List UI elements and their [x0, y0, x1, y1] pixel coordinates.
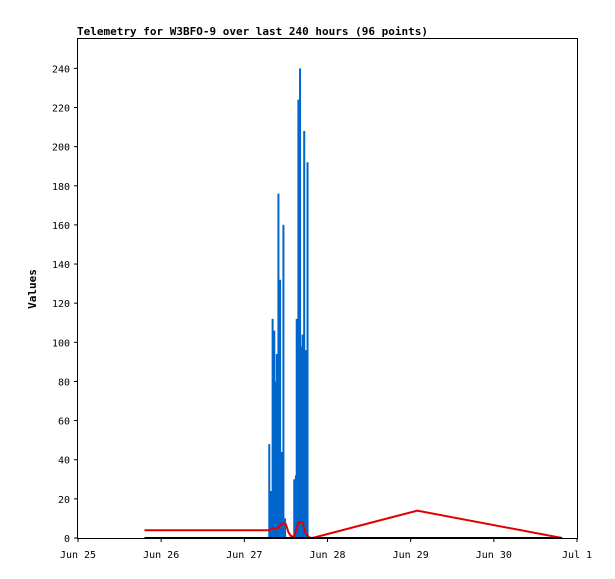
y-axis-title: Values — [26, 269, 39, 309]
y-tick-label: 160 — [52, 221, 70, 232]
x-tick-label: Jul 1 — [562, 550, 592, 561]
bar-series-layer — [268, 68, 309, 538]
x-tick-label: Jun 27 — [226, 550, 262, 561]
y-tick-label: 240 — [52, 64, 70, 75]
y-tick-label: 60 — [58, 417, 70, 428]
chart-title: Telemetry for W3BFO-9 over last 240 hour… — [77, 25, 428, 38]
y-tick-label: 0 — [64, 534, 70, 545]
y-axis: 0 20 40 60 80 100 120 140 160 180 200 220 240 — [52, 64, 78, 545]
y-tick-label: 180 — [52, 182, 70, 193]
x-axis: Jun 25 Jun 26 Jun 27 Jun 28 Jun 29 Jun 30 Jul … — [60, 538, 592, 561]
x-tick-label: Jun 25 — [60, 550, 96, 561]
x-tick-label: Jun 30 — [476, 550, 512, 561]
plot-frame — [77, 38, 578, 539]
y-tick-label: 40 — [58, 456, 70, 467]
x-tick-label: Jun 28 — [309, 550, 345, 561]
y-tick-label: 80 — [58, 377, 70, 388]
telemetry-line-1 — [144, 509, 563, 540]
y-tick-label: 120 — [52, 299, 70, 310]
y-tick-label: 140 — [52, 260, 70, 271]
x-tick-label: Jun 29 — [393, 550, 429, 561]
y-tick-label: 20 — [58, 495, 70, 506]
x-tick-label: Jun 26 — [143, 550, 179, 561]
y-tick-label: 200 — [52, 143, 70, 154]
y-tick-label: 100 — [52, 338, 70, 349]
line-series-layer — [144, 509, 563, 540]
y-tick-label: 220 — [52, 103, 70, 114]
